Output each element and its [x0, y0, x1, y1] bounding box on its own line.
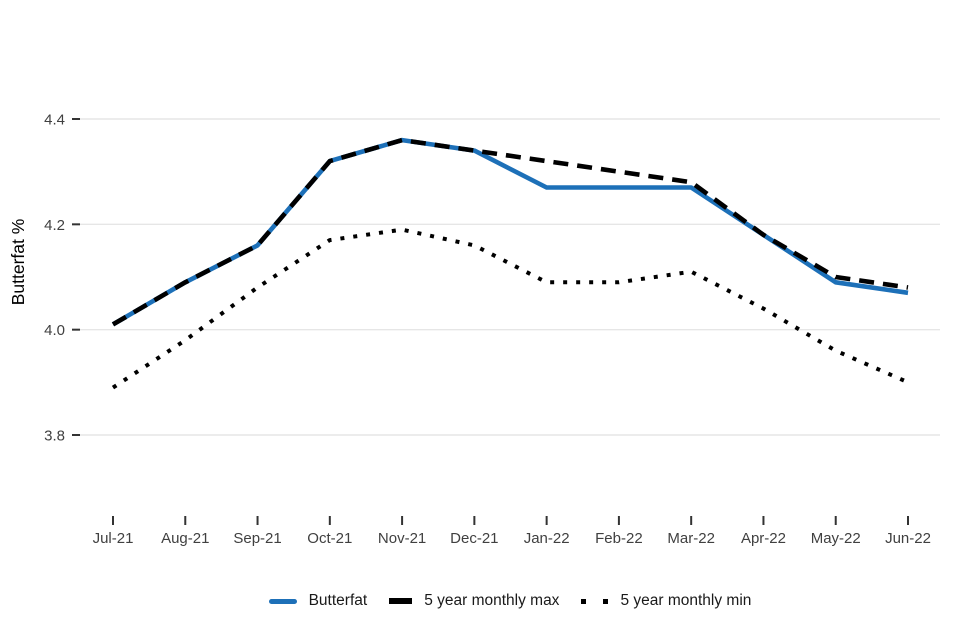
x-tick-label: Apr-22: [741, 530, 786, 547]
x-tick-label: Jul-21: [93, 530, 134, 547]
x-tick-label: Aug-21: [161, 530, 209, 547]
chart-series: [111, 137, 909, 390]
x-tick-label: Dec-21: [450, 530, 498, 547]
x-tick-label: Feb-22: [595, 530, 643, 547]
series-line-dotted: [111, 227, 909, 390]
series-line-dashed: [111, 137, 909, 327]
chart-legend: Butterfat 5 year monthly max 5 year monthl…: [60, 586, 960, 616]
y-axis-title: Butterfat %: [8, 219, 28, 306]
x-tick-label: Nov-21: [378, 530, 426, 547]
y-axis-ticks: 3.8 4.0 4.2 4.4: [44, 112, 80, 445]
legend-label: 5 year monthly min: [620, 592, 752, 609]
x-tick-label: Jan-22: [524, 530, 570, 547]
y-tick-label: 4.0: [44, 322, 65, 339]
legend-swatch-solid: [268, 598, 297, 604]
legend-swatch-dashed: [389, 598, 413, 604]
x-tick-label: Mar-22: [667, 530, 715, 547]
x-axis-ticks: Jul-21 Aug-21 Sep-21 Oct-21 Nov-21 Dec-21 Jan-…: [93, 516, 931, 547]
legend-label: Butterfat: [308, 592, 368, 609]
y-tick-label: 3.8: [44, 428, 65, 445]
legend-item: 5 year monthly min: [581, 592, 751, 610]
x-tick-label: May-22: [811, 530, 861, 547]
x-tick-label: Sep-21: [233, 530, 281, 547]
legend-item: Butterfat: [268, 592, 368, 610]
legend-item: 5 year monthly max: [389, 592, 559, 610]
x-tick-label: Jun-22: [885, 530, 931, 547]
legend-swatch-dotted: [581, 598, 609, 604]
y-tick-label: 4.4: [44, 112, 65, 129]
series-line-solid: [111, 137, 909, 327]
y-tick-label: 4.2: [44, 217, 65, 234]
legend-label: 5 year monthly max: [424, 592, 560, 609]
x-tick-label: Oct-21: [307, 530, 352, 547]
